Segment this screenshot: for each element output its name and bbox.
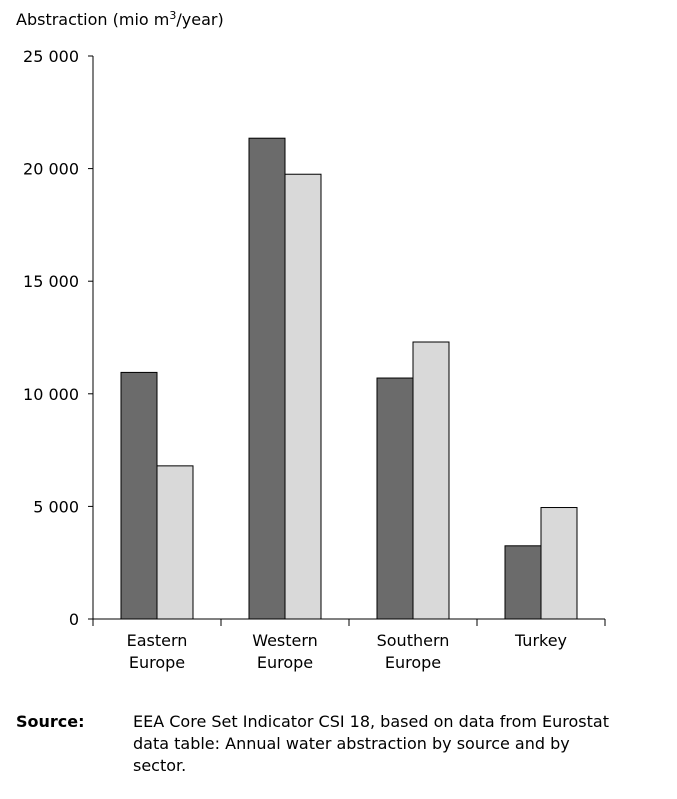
y-tick-label: 25 000 [23,47,79,66]
bar-light-0 [156,465,194,620]
x-category-label: Western [252,631,318,650]
x-category-label: Southern [377,631,450,650]
bar-dark-0 [120,371,158,620]
bar-light-2 [412,341,450,620]
y-tick-label: 0 [69,610,79,629]
y-tick-label: 15 000 [23,272,79,291]
y-tick-label: 5 000 [33,497,79,516]
bar-chart: Abstraction (mio m3/year) 0 5 000 10 000 15… [16,9,606,672]
y-tick-label: 20 000 [23,160,79,179]
bar-dark-1 [248,137,286,620]
x-category-label: Europe [385,653,441,672]
bar-light-3 [540,507,578,620]
y-tick-label: 10 000 [23,385,79,404]
x-category-label: Turkey [514,631,567,650]
x-category-label: Eastern [127,631,188,650]
source-text: EEA Core Set Indicator CSI 18, based on … [133,712,609,775]
x-category-label: Europe [129,653,185,672]
y-axis-label: Abstraction (mio m3/year) [16,9,224,29]
bar-light-1 [284,173,322,620]
source-label: Source: [16,712,85,731]
labels: 0 5 000 10 000 15 000 20 000 25 000 Eastern Eur… [23,47,567,672]
bars [120,137,578,620]
bar-dark-2 [376,377,414,620]
bar-dark-3 [504,545,542,620]
x-category-label: Europe [257,653,313,672]
